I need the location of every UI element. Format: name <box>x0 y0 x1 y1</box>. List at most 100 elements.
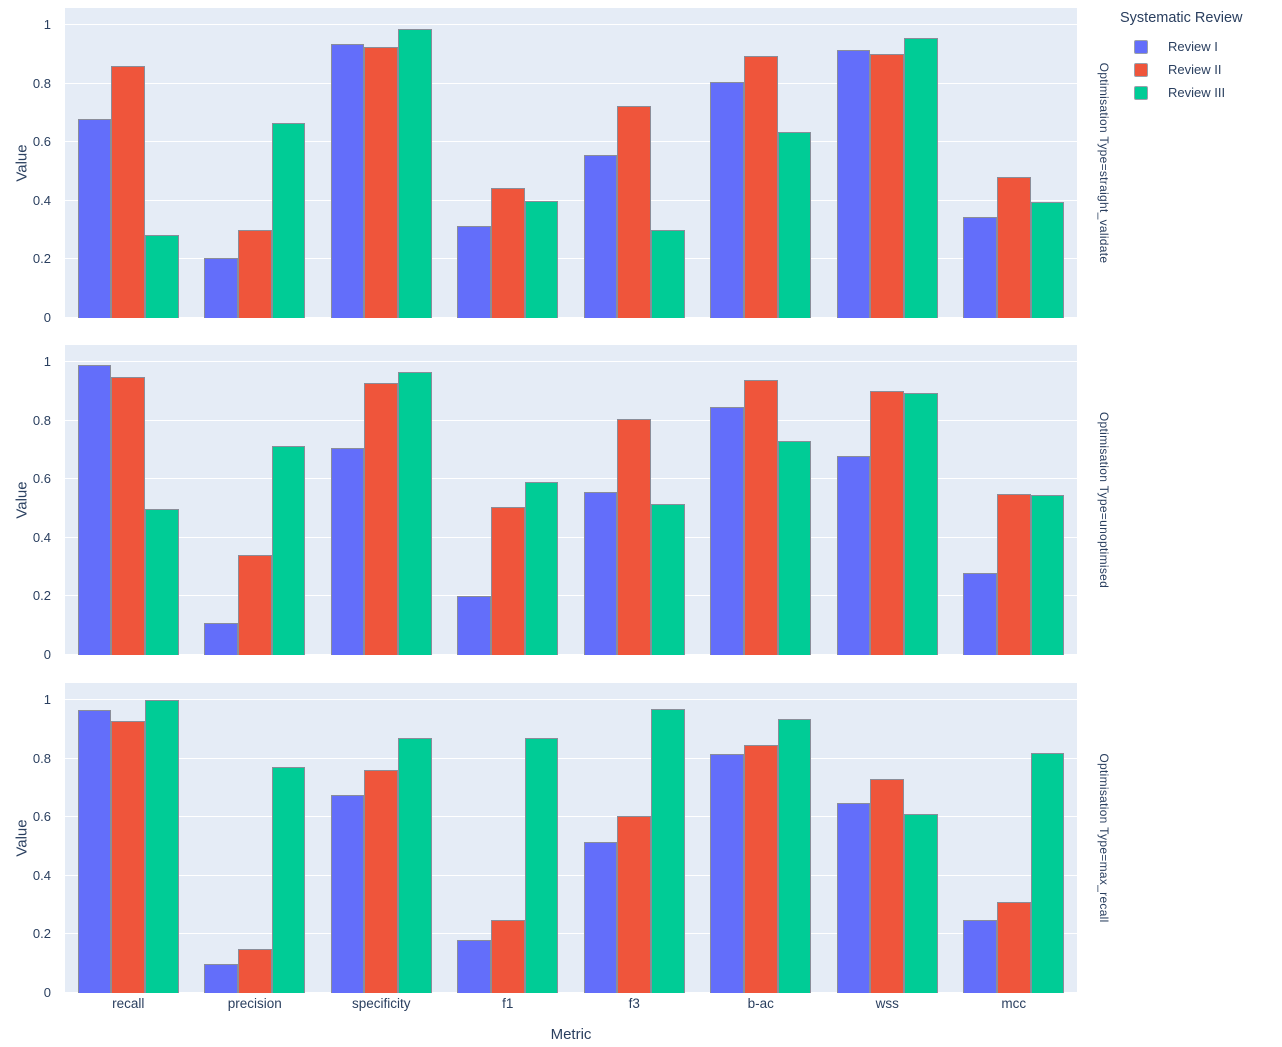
y-tick-label: 1 <box>43 354 51 369</box>
y-tick-label: 0.6 <box>32 134 51 150</box>
bar-mcc-review-iii[interactable] <box>1030 495 1065 655</box>
y-tick-label: 0 <box>43 647 51 662</box>
bar-b-ac-review-ii[interactable] <box>743 745 778 993</box>
bar-b-ac-review-i[interactable] <box>710 82 744 318</box>
bar-precision-review-iii[interactable] <box>271 445 306 655</box>
bar-wss-review-ii[interactable] <box>870 54 905 318</box>
bar-recall-review-ii[interactable] <box>111 720 146 993</box>
bar-precision-review-i[interactable] <box>204 257 238 318</box>
bar-f1-review-i[interactable] <box>457 940 491 993</box>
gridline <box>65 82 1077 84</box>
bar-recall-review-i[interactable] <box>77 710 112 993</box>
bar-b-ac-review-ii[interactable] <box>743 55 778 318</box>
bar-precision-review-i[interactable] <box>204 963 238 993</box>
bar-f1-review-i[interactable] <box>457 596 491 655</box>
bar-specificity-review-i[interactable] <box>330 795 365 993</box>
bar-f1-review-ii[interactable] <box>490 919 525 993</box>
bar-b-ac-review-i[interactable] <box>710 407 744 655</box>
bar-precision-review-i[interactable] <box>204 622 238 655</box>
bar-mcc-review-iii[interactable] <box>1030 202 1065 318</box>
legend-title: Systematic Review <box>1120 10 1243 26</box>
bar-precision-review-ii[interactable] <box>237 949 272 993</box>
bar-mcc-review-ii[interactable] <box>996 902 1031 993</box>
bar-mcc-review-ii[interactable] <box>996 177 1031 318</box>
bar-wss-review-i[interactable] <box>836 49 871 318</box>
bar-wss-review-iii[interactable] <box>904 38 938 318</box>
bar-wss-review-ii[interactable] <box>870 391 905 655</box>
bar-wss-review-i[interactable] <box>836 455 871 655</box>
y-tick-label: 1 <box>43 17 51 32</box>
bar-f1-review-iii[interactable] <box>524 200 559 318</box>
gridline <box>65 258 1077 260</box>
gridline <box>65 757 1077 759</box>
bar-wss-review-iii[interactable] <box>904 814 938 993</box>
bar-f3-review-i[interactable] <box>583 155 618 318</box>
bar-recall-review-iii[interactable] <box>145 508 179 655</box>
bar-recall-review-iii[interactable] <box>145 700 179 993</box>
bar-f3-review-ii[interactable] <box>617 815 652 993</box>
bar-recall-review-ii[interactable] <box>111 376 146 655</box>
legend-item-label: Review II <box>1168 62 1222 77</box>
bar-f3-review-iii[interactable] <box>651 504 685 655</box>
bar-specificity-review-ii[interactable] <box>364 382 399 655</box>
bar-recall-review-i[interactable] <box>77 364 112 655</box>
bar-mcc-review-ii[interactable] <box>996 493 1031 655</box>
bar-specificity-review-ii[interactable] <box>364 770 399 993</box>
legend-item-review-ii[interactable]: Review II <box>1120 58 1242 81</box>
bar-mcc-review-i[interactable] <box>963 919 997 993</box>
bar-f3-review-i[interactable] <box>583 492 618 655</box>
y-tick-label: 1 <box>43 692 51 707</box>
gridline <box>65 699 1077 700</box>
bar-specificity-review-i[interactable] <box>330 448 365 655</box>
bar-precision-review-iii[interactable] <box>271 767 306 993</box>
bar-wss-review-iii[interactable] <box>904 392 938 655</box>
bar-b-ac-review-ii[interactable] <box>743 379 778 655</box>
bar-f3-review-iii[interactable] <box>651 230 685 318</box>
bar-specificity-review-ii[interactable] <box>364 46 399 318</box>
y-tick-label: 0.4 <box>32 529 51 545</box>
y-tick-label: 0.6 <box>32 809 51 825</box>
bar-f3-review-ii[interactable] <box>617 419 652 655</box>
bar-recall-review-ii[interactable] <box>111 66 146 318</box>
bar-specificity-review-i[interactable] <box>330 44 365 318</box>
y-tick-label: 0.6 <box>32 471 51 487</box>
bar-recall-review-i[interactable] <box>77 118 112 318</box>
bar-precision-review-ii[interactable] <box>237 230 272 318</box>
bar-specificity-review-iii[interactable] <box>398 29 432 318</box>
bar-f1-review-ii[interactable] <box>490 187 525 318</box>
x-axis-tick-labels: recall precision specificity f1 f3 b-ac wss mcc <box>65 996 1077 1014</box>
bar-wss-review-i[interactable] <box>836 802 871 993</box>
bar-specificity-review-iii[interactable] <box>398 738 432 993</box>
bar-mcc-review-i[interactable] <box>963 216 997 318</box>
bar-mcc-review-i[interactable] <box>963 572 997 655</box>
bar-wss-review-ii[interactable] <box>870 779 905 993</box>
x-tick-label-wss: wss <box>875 996 899 1011</box>
legend-item-review-iii[interactable]: Review III <box>1120 81 1242 104</box>
x-tick-label-precision: precision <box>227 996 282 1011</box>
bar-f3-review-i[interactable] <box>583 842 618 993</box>
bar-b-ac-review-i[interactable] <box>710 754 744 993</box>
legend-item-list: Review I Review II Review III <box>1120 35 1242 104</box>
bar-f1-review-iii[interactable] <box>524 482 559 655</box>
legend-item-review-i[interactable]: Review I <box>1120 35 1242 58</box>
bar-f1-review-i[interactable] <box>457 225 491 318</box>
bar-recall-review-iii[interactable] <box>145 234 179 318</box>
x-tick-label-mcc: mcc <box>1001 996 1027 1011</box>
bar-f1-review-iii[interactable] <box>524 738 559 993</box>
facet-panel-max-recall: Value 0 0.2 0.4 0.6 0.8 1 Optimisation Type=max… <box>0 683 1282 1000</box>
bar-b-ac-review-iii[interactable] <box>777 441 812 655</box>
gridline <box>65 874 1077 876</box>
bar-b-ac-review-iii[interactable] <box>777 719 812 993</box>
plot-area <box>65 345 1077 655</box>
y-tick-label: 0 <box>43 310 51 325</box>
bar-b-ac-review-iii[interactable] <box>777 131 812 318</box>
bar-specificity-review-iii[interactable] <box>398 372 432 655</box>
bar-precision-review-iii[interactable] <box>271 123 306 318</box>
bar-f3-review-iii[interactable] <box>651 708 685 993</box>
bar-precision-review-ii[interactable] <box>237 555 272 655</box>
y-tick-label: 0 <box>43 985 51 1000</box>
bar-mcc-review-iii[interactable] <box>1030 752 1065 993</box>
bar-f1-review-ii[interactable] <box>490 507 525 655</box>
bar-f3-review-ii[interactable] <box>617 105 652 318</box>
x-axis-title: Metric <box>550 1026 592 1043</box>
